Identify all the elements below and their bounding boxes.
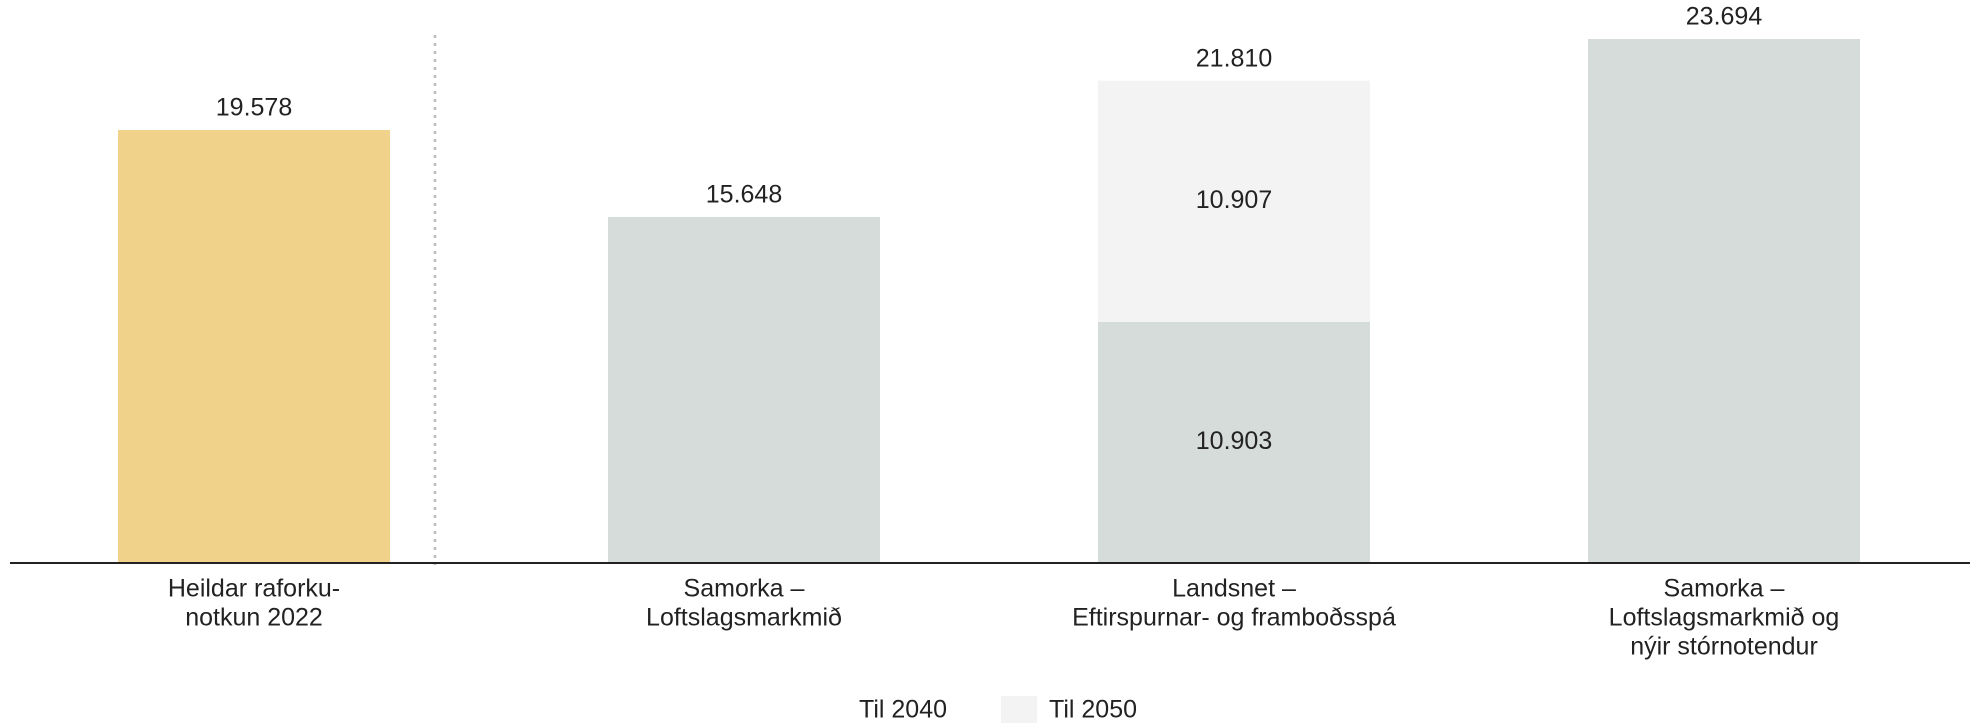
value-label: 10.903: [1196, 427, 1272, 455]
value-label: 10.907: [1196, 186, 1272, 214]
legend-label: Til 2050: [1049, 696, 1137, 723]
bar-segment: [118, 130, 390, 563]
legend-label: Til 2040: [859, 696, 947, 723]
bar-segment: [1098, 321, 1370, 563]
value-label: 15.648: [706, 181, 782, 209]
x-tick-label: Samorka –: [684, 575, 805, 603]
value-label: 23.694: [1686, 3, 1763, 31]
x-tick-label: Loftslagsmarkmið og: [1609, 604, 1840, 632]
x-tick-label: Loftslagsmarkmið: [646, 604, 842, 632]
bar-segment: [1588, 39, 1860, 563]
x-tick-label: Samorka –: [1664, 575, 1785, 603]
x-tick-label: Landsnet –: [1172, 575, 1296, 603]
x-tick-label: Heildar raforku-: [168, 575, 340, 603]
total-label: 21.810: [1196, 44, 1272, 72]
x-tick-label: nýir stórnotendur: [1630, 633, 1818, 661]
x-tick-label: Eftirspurnar- og framboðsspá: [1072, 604, 1396, 632]
bar-segment: [1098, 80, 1370, 322]
value-label: 19.578: [216, 94, 292, 122]
legend-swatch: [1001, 696, 1037, 723]
bar-segment: [608, 216, 880, 563]
x-tick-label: notkun 2022: [185, 604, 323, 632]
